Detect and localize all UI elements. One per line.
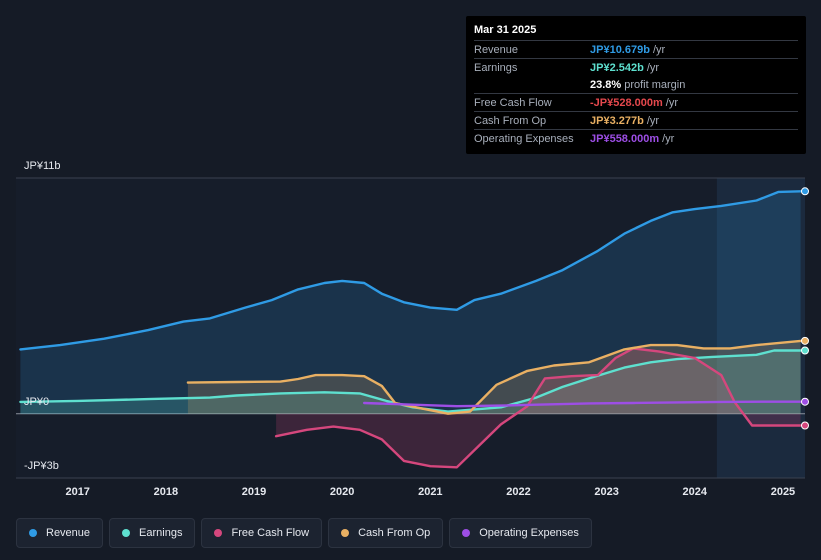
tooltip-row: Operating Expenses JP¥558.000m/yr [474,129,798,147]
free-cash-flow-area [276,348,801,468]
legend-dot-icon [341,529,350,537]
x-tick-label: 2019 [242,486,266,498]
plot-area [16,178,805,478]
operating-expenses-end-point [801,397,809,406]
x-tick-label: 2023 [594,486,618,498]
tooltip-row-unit: /yr [646,61,660,74]
legend-item-earnings[interactable]: Earnings [109,518,196,548]
x-tick-label: 2018 [154,486,178,498]
forecast-shade [716,178,805,478]
earnings-line [19,349,802,413]
tooltip-row-label: Cash From Op [474,114,547,127]
legend-dot-icon [29,529,37,537]
tooltip-row: Earnings JP¥2.542b/yr [474,58,798,76]
operating-expenses-line [363,400,802,408]
legend-item-revenue[interactable]: Revenue [16,518,104,548]
free-cash-flow-line [274,347,802,469]
x-tick-label: 2021 [418,486,442,498]
tooltip-row: 23.8% profit margin [474,76,798,93]
revenue-line [19,190,802,351]
earnings-end-point [801,346,809,355]
free-cash-flow-end-point [801,421,809,430]
y-axis-top-label: JP¥11b [24,160,61,172]
chart-background [16,177,805,479]
tooltip-row-unit: /yr [665,96,679,109]
legend-label: Operating Expenses [479,527,579,539]
legend-item-free-cash-flow[interactable]: Free Cash Flow [201,518,323,548]
tooltip-row-unit: /yr [646,114,660,127]
tooltip-row-unit: /yr [662,132,675,145]
tooltip-row-label: Revenue [474,43,519,56]
tooltip-row: Free Cash Flow -JP¥528.000m/yr [474,93,798,111]
legend-label: Revenue [46,527,91,539]
tooltip-row-value: JP¥3.277b [590,114,644,127]
cash-from-op-area [187,340,801,414]
tooltip-row-label: Operating Expenses [474,132,574,145]
cash-from-op-end-point [801,336,809,345]
x-tick-label: 2020 [330,486,354,498]
tooltip-row-value: -JP¥528.000m [590,96,663,109]
cash-from-op-line [186,339,802,415]
x-tick-label: 2022 [506,486,530,498]
x-tick-label: 2025 [771,486,795,498]
tooltip-row-value: JP¥2.542b [590,61,644,74]
legend: Revenue Earnings Free Cash Flow Cash From O… [16,518,592,548]
tooltip-row-unit: profit margin [624,78,686,91]
tooltip-row: Revenue JP¥10.679b/yr [474,40,798,58]
series-end-dots [801,187,809,430]
series-lines [19,190,802,469]
legend-label: Free Cash Flow [231,527,310,539]
y-axis-zero-label: JP¥0 [24,396,50,408]
tooltip-row-label: Earnings [474,61,518,74]
legend-label: Earnings [139,527,183,539]
tooltip-row-value: JP¥558.000m [590,132,660,145]
tooltip-row: Cash From Op JP¥3.277b/yr [474,111,798,129]
y-axis-bottom-label: -JP¥3b [24,460,59,472]
legend-item-operating-expenses[interactable]: Operating Expenses [449,518,592,548]
tooltip-row-label: Free Cash Flow [474,96,552,109]
legend-label: Cash From Op [358,527,431,539]
tooltip-row-unit: /yr [652,43,666,56]
tooltip-row-value: 23.8% [590,78,622,91]
tooltip-row-value: JP¥10.679b [590,43,650,56]
legend-dot-icon [214,529,223,537]
x-tick-label: 2017 [65,486,89,498]
revenue-end-point [801,187,809,196]
tooltip-panel: Mar 31 2025 Revenue JP¥10.679b/yr Earnings… [466,16,806,154]
legend-dot-icon [462,529,471,537]
legend-item-cash-from-op[interactable]: Cash From Op [328,518,444,548]
tooltip-date: Mar 31 2025 [474,24,537,36]
x-axis-ticks: 2017 2018 2019 2020 2021 2022 2023 2024 2025 [65,486,795,498]
legend-dot-icon [122,529,131,537]
x-tick-label: 2024 [683,486,708,498]
